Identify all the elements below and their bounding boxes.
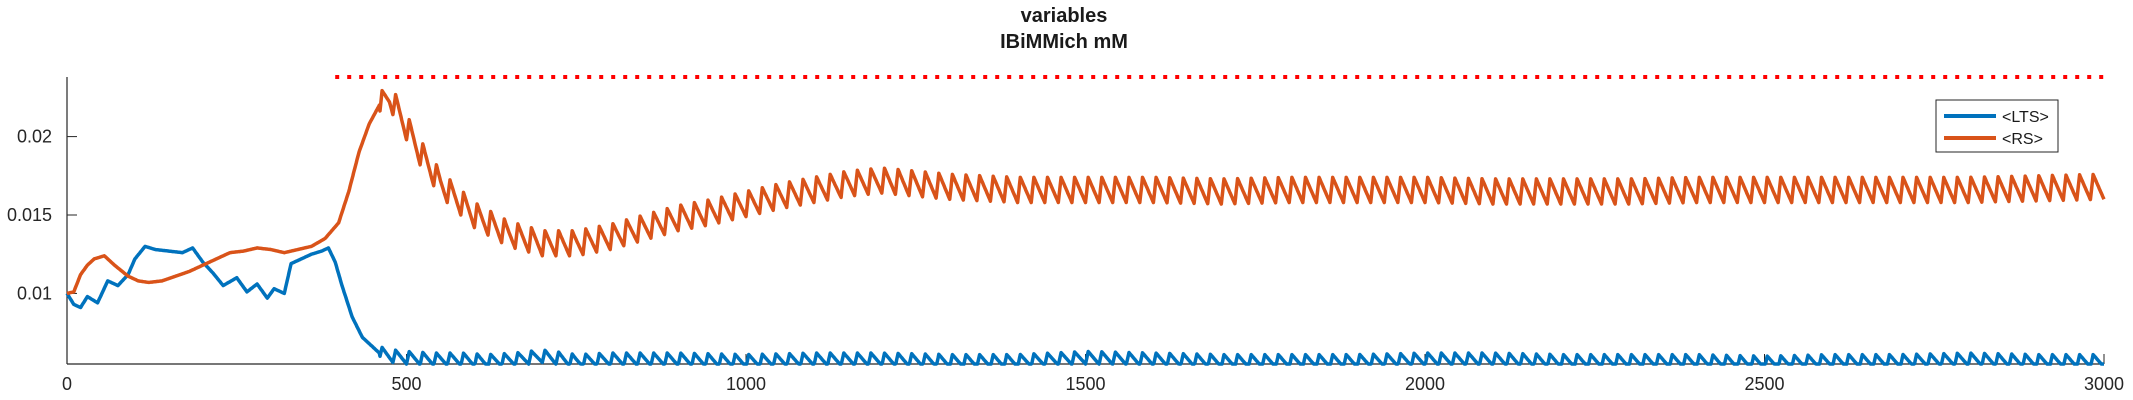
- legend-box: [1935, 99, 2059, 153]
- y-tick-label: 0.01: [17, 283, 52, 303]
- chart-title: variables: [1021, 5, 1108, 27]
- x-tick-label: 3000: [2084, 374, 2124, 394]
- y-tick-label: 0.015: [7, 205, 52, 225]
- series-line-lts: [65, 244, 2106, 366]
- x-tick-label: 500: [391, 374, 421, 394]
- x-tick-label: 1500: [1065, 374, 1105, 394]
- plot-area: 0 500 1000 1500 2000 2500 3000 0.01 0.015 0.02: [7, 75, 2124, 394]
- legend-label-rs: <RS>: [2002, 131, 2043, 148]
- y-tick-label: 0.02: [17, 127, 52, 147]
- x-tick-label: 2000: [1405, 374, 1445, 394]
- x-tick-label: 1000: [726, 374, 766, 394]
- x-tick-label: 0: [62, 374, 72, 394]
- legend[interactable]: <LTS> <RS>: [1935, 99, 2059, 153]
- chart-subtitle: IBiMMich mM: [1000, 31, 1128, 53]
- x-tick-label: 2500: [1744, 374, 1784, 394]
- series-line-rs: [65, 88, 2106, 296]
- legend-label-lts: <LTS>: [2002, 109, 2049, 126]
